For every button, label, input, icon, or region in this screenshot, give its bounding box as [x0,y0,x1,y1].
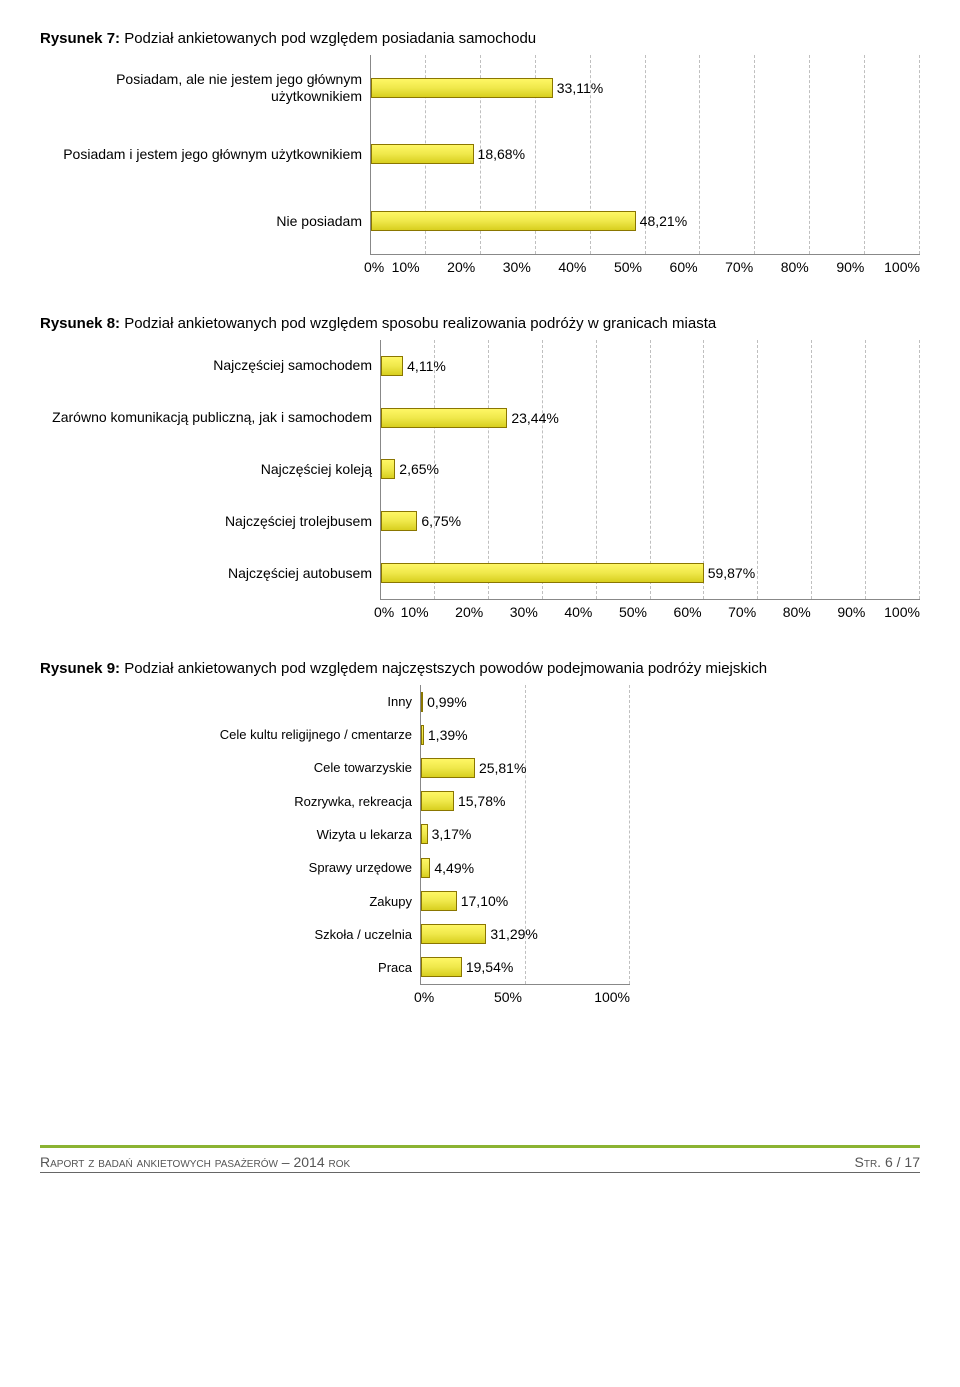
x-tick: 100% [522,989,630,1005]
footer-right: Str. 6 / 17 [855,1154,920,1170]
bar [421,791,454,811]
x-tick: 100% [864,259,920,275]
x-tick: 10% [374,604,429,620]
chart7: Posiadam, ale nie jestem jego głównym uż… [40,55,920,275]
bar-value: 2,65% [399,461,439,477]
bar [371,78,553,98]
bar [421,924,486,944]
x-tick: 50% [592,604,647,620]
x-tick: 50% [586,259,642,275]
bar-value: 0,99% [427,694,467,710]
bar-value: 1,39% [428,727,468,743]
category-label: Posiadam, ale nie jestem jego głównym uż… [40,57,370,119]
chart7-title: Rysunek 7: Podział ankietowanych pod wzg… [40,30,920,47]
bar-value: 17,10% [461,893,508,909]
x-tick: 50% [414,989,522,1005]
bar-value: 15,78% [458,793,505,809]
chart8-title-text: Podział ankietowanych pod względem sposo… [120,315,716,332]
chart8-title: Rysunek 8: Podział ankietowanych pod wzg… [40,315,920,332]
x-tick: 10% [364,259,420,275]
bar-value: 23,44% [511,410,558,426]
bar [421,858,430,878]
category-label: Nie posiadam [40,191,370,253]
category-label: Najczęściej autobusem [40,549,380,599]
category-label: Praca [160,952,420,984]
x-tick: 80% [756,604,811,620]
category-label: Zarówno komunikacją publiczną, jak i sam… [40,393,380,443]
category-label: Najczęściej koleją [40,445,380,495]
x-tick: 90% [811,604,866,620]
category-label: Inny [160,686,420,718]
x-tick: 70% [702,604,757,620]
chart8-title-bold: Rysunek 8: [40,315,120,332]
bar [381,459,395,479]
x-tick: 30% [483,604,538,620]
footer-left: Raport z badań ankietowych pasażerów – 2… [40,1154,350,1170]
category-label: Szkoła / uczelnia [160,919,420,951]
bar [421,824,428,844]
bar [421,957,462,977]
bar-value: 48,21% [640,213,687,229]
chart7-title-text: Podział ankietowanych pod względem posia… [120,30,536,47]
bar-value: 6,75% [421,513,461,529]
bar-value: 4,49% [434,860,474,876]
bar-value: 4,11% [407,358,446,374]
category-label: Cele towarzyskie [160,752,420,784]
x-tick: 70% [698,259,754,275]
bar-value: 19,54% [466,959,513,975]
bar-value: 18,68% [478,146,525,162]
chart8: Najczęściej samochodemZarówno komunikacj… [40,340,920,620]
category-label: Cele kultu religijnego / cmentarze [160,719,420,751]
x-tick: 40% [531,259,587,275]
bar [421,891,457,911]
category-label: Sprawy urzędowe [160,852,420,884]
x-tick: 20% [420,259,476,275]
x-tick: 30% [475,259,531,275]
bar [421,692,423,712]
page-footer: Raport z badań ankietowych pasażerów – 2… [40,1145,920,1173]
bar [421,725,424,745]
x-tick: 90% [809,259,865,275]
category-label: Posiadam i jestem jego głównym użytkowni… [40,124,370,186]
x-tick: 60% [647,604,702,620]
category-label: Najczęściej samochodem [40,341,380,391]
bar-value: 31,29% [490,926,537,942]
chart9: InnyCele kultu religijnego / cmentarzeCe… [40,685,920,1005]
x-tick: 60% [642,259,698,275]
bar [381,563,704,583]
chart9-title-bold: Rysunek 9: [40,660,120,677]
category-label: Najczęściej trolejbusem [40,497,380,547]
bar [421,758,475,778]
bar [381,511,417,531]
x-tick: 20% [429,604,484,620]
chart9-title: Rysunek 9: Podział ankietowanych pod wzg… [40,660,920,677]
chart7-title-bold: Rysunek 7: [40,30,120,47]
category-label: Zakupy [160,886,420,918]
x-tick: 100% [865,604,920,620]
bar [381,408,507,428]
category-label: Wizyta u lekarza [160,819,420,851]
chart9-title-text: Podział ankietowanych pod względem najcz… [120,660,767,677]
bar [371,144,474,164]
x-tick: 80% [753,259,809,275]
bar-value: 25,81% [479,760,526,776]
bar-value: 59,87% [708,565,755,581]
bar [371,211,636,231]
x-tick: 40% [538,604,593,620]
bar-value: 33,11% [557,80,603,96]
bar [381,356,403,376]
bar-value: 3,17% [432,826,472,842]
category-label: Rozrywka, rekreacja [160,786,420,818]
